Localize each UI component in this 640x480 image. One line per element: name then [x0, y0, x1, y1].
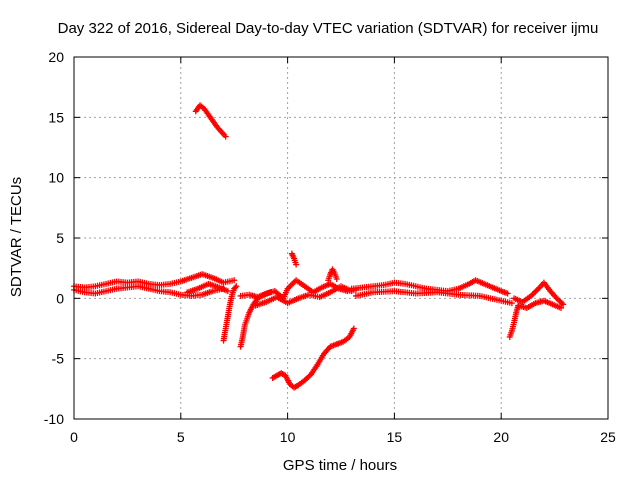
data-point-marker	[560, 301, 567, 308]
data-point-marker	[558, 304, 565, 311]
data-points	[71, 102, 567, 391]
y-tick-label: 0	[56, 290, 64, 306]
x-tick-label: 10	[280, 429, 296, 445]
data-point-marker	[558, 300, 565, 307]
x-tick-label: 0	[70, 429, 78, 445]
data-point-marker	[224, 288, 231, 295]
x-tick-label: 20	[493, 429, 509, 445]
series-spike-12	[325, 266, 340, 284]
y-axis-label: SDTVAR / TECUs	[8, 177, 25, 297]
data-point-marker	[231, 277, 238, 284]
data-point-marker	[232, 284, 239, 291]
data-point-marker	[288, 281, 295, 288]
series-spike-10	[288, 250, 300, 268]
series-baseline-middle	[184, 280, 231, 296]
data-point-marker	[535, 285, 542, 292]
series-baseline-upper	[71, 271, 238, 291]
y-tick-label: 5	[56, 230, 64, 246]
data-point-marker	[508, 300, 515, 307]
data-point-marker	[530, 290, 537, 297]
y-tick-label: -5	[52, 351, 65, 367]
data-point-marker	[333, 276, 340, 283]
data-point-marker	[532, 288, 539, 295]
y-tick-label: 10	[48, 170, 64, 186]
data-point-marker	[293, 261, 300, 268]
y-tick-label: 20	[48, 49, 64, 65]
axis-ticks: 0 5 10 15 20 25 -10 -5 0 5 10 15 20	[44, 49, 616, 445]
x-tick-label: 5	[177, 429, 185, 445]
series-peak-segment	[192, 102, 229, 140]
chart-title: Day 322 of 2016, Sidereal Day-to-day VTE…	[58, 20, 599, 37]
series-drop-segment-b	[237, 289, 274, 350]
data-point-marker	[222, 133, 229, 140]
series-drop-segment-a	[220, 283, 240, 344]
series-baseline-lower	[71, 283, 227, 299]
series-negative-branch	[269, 325, 357, 391]
x-tick-label: 25	[600, 429, 616, 445]
series-drop-20	[506, 302, 522, 340]
data-point-marker	[533, 287, 540, 294]
data-point-marker	[350, 325, 357, 332]
y-tick-label: -10	[44, 411, 64, 427]
plot-frame	[73, 56, 609, 420]
data-point-marker	[287, 282, 294, 289]
grid	[74, 57, 608, 419]
data-point-marker	[504, 290, 511, 297]
x-axis-label: GPS time / hours	[283, 457, 397, 474]
data-point-marker	[233, 283, 240, 290]
y-tick-label: 15	[48, 109, 64, 125]
series-tail	[511, 279, 567, 308]
series-late-lower	[352, 288, 515, 307]
x-tick-label: 15	[387, 429, 403, 445]
series-tail-lower	[515, 297, 565, 311]
